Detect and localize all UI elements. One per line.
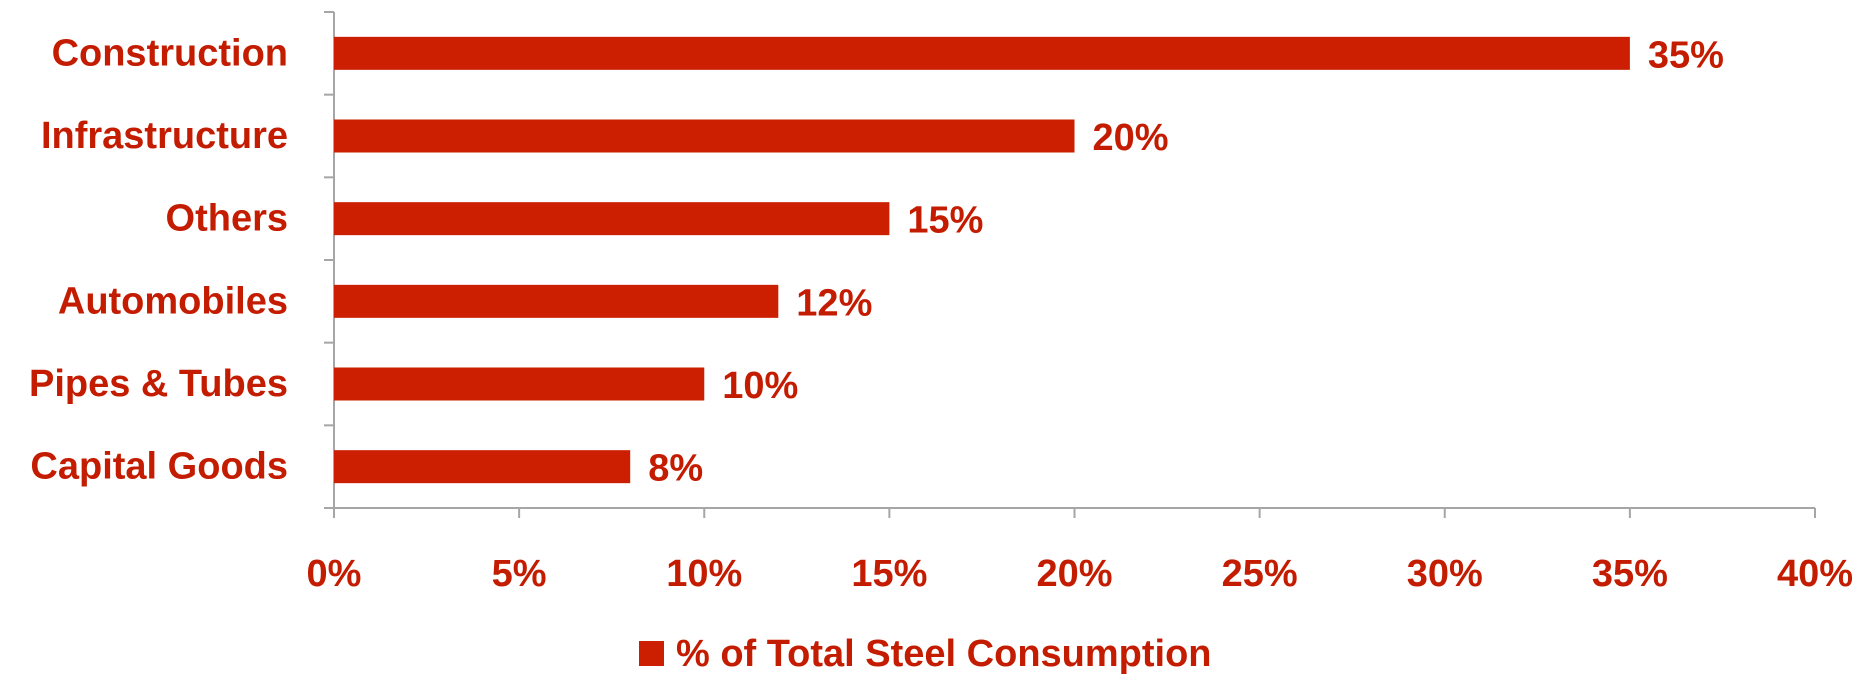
x-tick-label: 25% — [1222, 553, 1298, 595]
y-tick-label: Pipes & Tubes — [29, 363, 288, 405]
bar — [334, 119, 1075, 153]
value-label: 8% — [648, 448, 703, 490]
x-tick-label: 35% — [1592, 553, 1668, 595]
x-tick-label: 30% — [1407, 553, 1483, 595]
y-tick-label: Automobiles — [58, 280, 288, 322]
y-tick-label: Infrastructure — [41, 115, 288, 157]
value-label: 20% — [1093, 117, 1169, 159]
y-tick-label: Others — [166, 198, 288, 240]
x-tick-label: 10% — [666, 553, 742, 595]
bar — [334, 450, 631, 484]
bar — [334, 36, 1630, 70]
y-tick-label: Construction — [52, 32, 288, 74]
legend-label: % of Total Steel Consumption — [676, 633, 1212, 675]
x-tick-label: 5% — [492, 553, 547, 595]
value-label: 12% — [796, 282, 872, 324]
y-tick-label: Capital Goods — [30, 446, 288, 488]
bar — [334, 367, 705, 401]
x-tick-label: 40% — [1777, 553, 1853, 595]
legend-swatch — [639, 641, 664, 666]
bar — [334, 202, 890, 236]
value-label: 35% — [1648, 34, 1724, 76]
x-tick-label: 20% — [1036, 553, 1112, 595]
bar — [334, 284, 779, 318]
x-tick-label: 0% — [307, 553, 362, 595]
x-tick-label: 15% — [851, 553, 927, 595]
value-label: 15% — [907, 200, 983, 242]
value-label: 10% — [722, 365, 798, 407]
